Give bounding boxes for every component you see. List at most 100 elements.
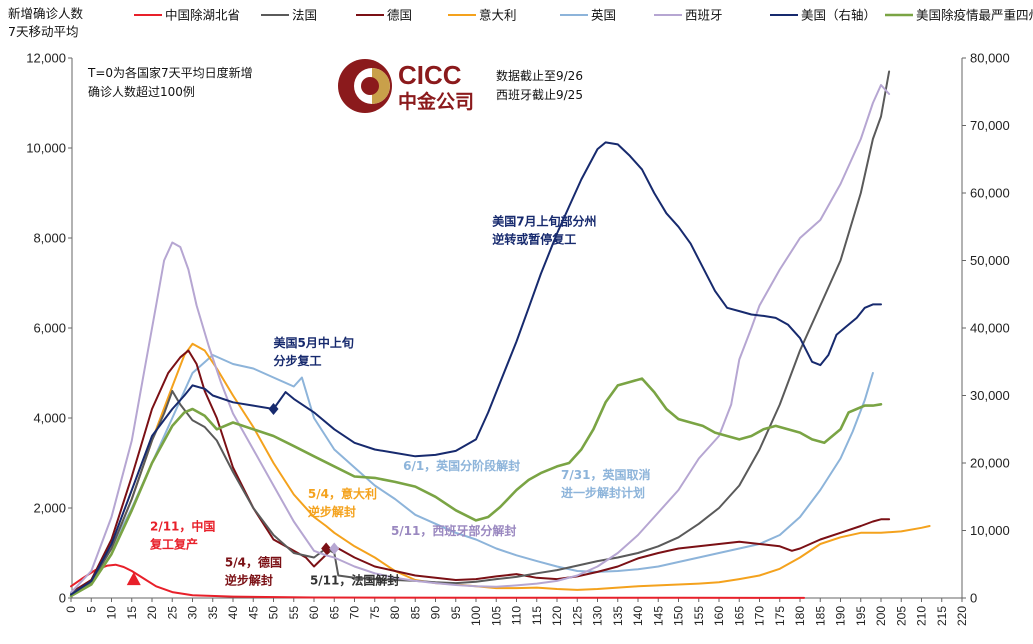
x-tick-label: 0 — [64, 606, 78, 613]
legend-label-5: 西班牙 — [685, 8, 723, 23]
x-tick-label: 100 — [469, 606, 483, 626]
annotation-label-5: 5/11，西班牙部分解封 — [391, 523, 516, 538]
axis-title-line: 7天移动平均 — [8, 24, 78, 39]
right-tick-label: 70,000 — [970, 118, 1010, 133]
annotation-label-1: 分步复工 — [274, 353, 322, 368]
x-tick-label: 185 — [813, 606, 827, 626]
right-tick-label: 20,000 — [970, 456, 1010, 471]
annotation-label-6: 5/11，法国解封 — [310, 573, 399, 588]
triangle-marker-0 — [126, 572, 141, 586]
x-tick-label: 75 — [368, 606, 382, 620]
x-tick-label: 95 — [449, 606, 463, 620]
annotation-label-2: 逆转或暂停复工 — [492, 231, 576, 246]
x-tick-label: 140 — [631, 606, 645, 626]
x-tick-label: 30 — [186, 606, 200, 620]
x-tick-label: 155 — [692, 606, 706, 626]
right-tick-label: 60,000 — [970, 186, 1010, 201]
series-line-6 — [70, 141, 882, 596]
x-tick-label: 160 — [712, 606, 726, 626]
right-tick-label: 10,000 — [970, 523, 1010, 538]
right-tick-label: 0 — [970, 591, 977, 606]
annotation-label-3: 逆步解封 — [308, 504, 356, 519]
x-tick-label: 15 — [125, 606, 139, 620]
x-tick-label: 175 — [773, 606, 787, 626]
x-tick-label: 145 — [651, 606, 665, 626]
x-tick-label: 205 — [894, 606, 908, 626]
legend: 中国除湖北省 法国 德国 意大利 英国 西班牙 美国（右轴） 美国除疫情最严重四州（右轴） — [134, 8, 1033, 23]
right-tick-label: 80,000 — [970, 51, 1010, 66]
legend-label-2: 德国 — [387, 8, 412, 23]
x-tick-label: 20 — [145, 606, 159, 620]
x-tick-label: 90 — [429, 606, 443, 620]
x-tick-label: 220 — [955, 606, 969, 626]
right-tick-label: 40,000 — [970, 321, 1010, 336]
x-tick-label: 130 — [591, 606, 605, 626]
left-tick-label: 10,000 — [26, 141, 66, 156]
x-tick-label: 10 — [105, 606, 119, 620]
right-tick-label: 30,000 — [970, 388, 1010, 403]
annotation-label-4: 5/4，德国 — [225, 555, 282, 570]
x-tick-label: 35 — [206, 606, 220, 620]
x-tick-label: 85 — [408, 606, 422, 620]
annotation-label-8: 进一步解封计划 — [561, 485, 645, 500]
x-tick-label: 195 — [854, 606, 868, 626]
series-line-4 — [70, 354, 874, 595]
x-tick-label: 135 — [611, 606, 625, 626]
x-tick-label: 170 — [753, 606, 767, 626]
axis-title-line: 新增确诊人数 — [8, 6, 84, 21]
legend-label-4: 英国 — [591, 8, 616, 23]
left-tick-label: 6,000 — [33, 321, 66, 336]
marker-group — [126, 403, 340, 586]
series-line-7 — [69, 377, 883, 598]
x-tick-label: 125 — [570, 606, 584, 626]
x-tick-label: 5 — [84, 606, 98, 613]
x-tick-label: 65 — [327, 606, 341, 620]
x-tick-label: 80 — [388, 606, 402, 620]
logo-gold-arc — [372, 68, 390, 104]
logo-name: 中金公司 — [398, 90, 474, 113]
x-tick-label: 150 — [672, 606, 686, 626]
annotation-label-3: 5/4，意大利 — [308, 486, 377, 501]
legend-label-1: 法国 — [292, 8, 317, 23]
left-tick-label: 0 — [59, 591, 66, 606]
x-tick-label: 190 — [834, 606, 848, 626]
note-line: 确诊人数超过100例 — [88, 84, 195, 99]
x-tick-label: 70 — [348, 606, 362, 620]
left-axis-title: 新增确诊人数 7天移动平均 — [8, 6, 84, 39]
x-tick-label: 180 — [793, 606, 807, 626]
x-tick-label: 50 — [267, 606, 281, 620]
annotation-label-2: 美国7月上旬部分州 — [492, 213, 596, 228]
x-tick-label: 200 — [874, 606, 888, 626]
annotation-label-1: 美国5月中上旬 — [274, 335, 354, 350]
x-tick-label: 120 — [550, 606, 564, 626]
annotation-label-0: 2/11，中国 — [150, 519, 215, 534]
logo-core — [361, 77, 379, 95]
series-line-0 — [70, 563, 806, 599]
note-line: T=0为各国家7天平均日度新增 — [87, 65, 253, 80]
diamond-marker-1 — [268, 403, 279, 415]
x-tick-label: 40 — [226, 606, 240, 620]
x-tick-label: 105 — [489, 606, 503, 626]
axes: 0 2,000 4,000 6,000 8,000 10,000 12,000 0 10,000… — [26, 51, 1010, 627]
legend-label-0: 中国除湖北省 — [165, 8, 240, 23]
x-tick-label: 215 — [935, 606, 949, 626]
x-tick-label: 25 — [165, 606, 179, 620]
legend-label-3: 意大利 — [479, 8, 517, 23]
right-tick-label: 50,000 — [970, 253, 1010, 268]
legend-label-7: 美国除疫情最严重四州（右轴） — [916, 8, 1033, 23]
series-line-1 — [70, 70, 891, 595]
series-line-2 — [70, 349, 891, 594]
cutoff-line: 数据截止至9/26 — [496, 68, 583, 83]
series-group — [69, 70, 931, 599]
x-tick-label: 110 — [510, 606, 524, 625]
left-tick-label: 12,000 — [26, 51, 66, 66]
diamond-marker-2 — [321, 542, 332, 555]
x-tick-label: 55 — [287, 606, 301, 620]
left-tick-label: 4,000 — [33, 411, 66, 426]
annotation-label-4: 逆步解封 — [225, 573, 273, 588]
logo-mark: CICC — [398, 60, 462, 90]
diamond-marker-3 — [329, 542, 340, 555]
annotation-label-8: 7/31，英国取消 — [561, 467, 650, 482]
